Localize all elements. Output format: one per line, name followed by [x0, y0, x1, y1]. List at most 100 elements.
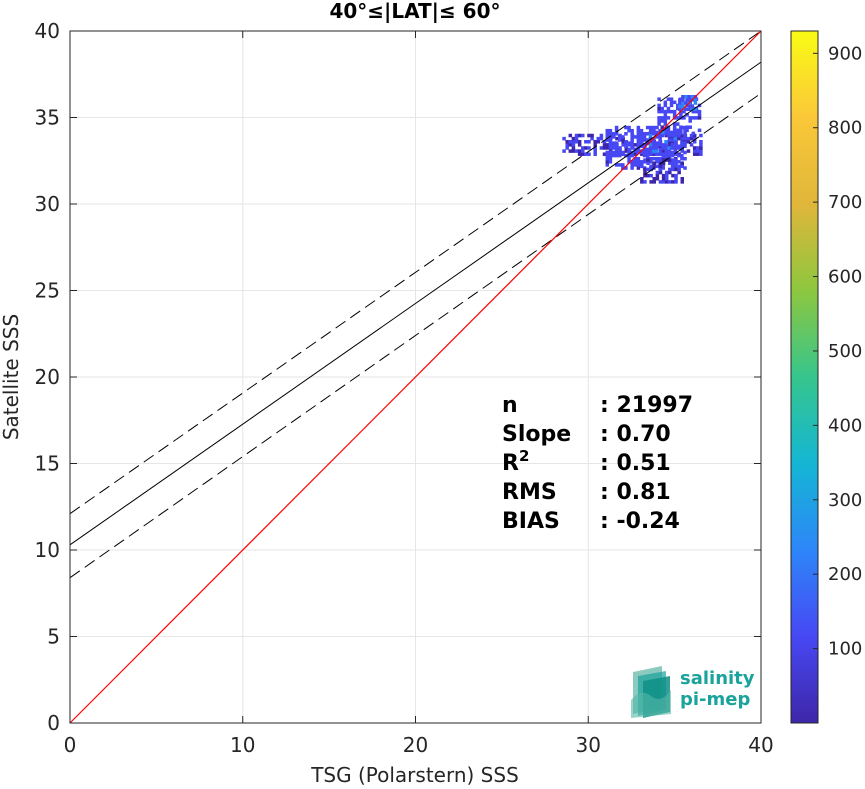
density-cell-6 [568, 143, 573, 147]
density-cell-577 [670, 133, 674, 138]
y-tick-label-5: 25 [35, 279, 60, 303]
density-cell-556 [654, 152, 659, 156]
density-cell-483 [676, 103, 680, 108]
density-cell-301 [652, 125, 656, 130]
density-cell-28 [584, 146, 588, 150]
colorbar-tick-label-8: 900 [828, 43, 862, 64]
density-cell-580 [673, 149, 678, 153]
density-cell-374 [640, 177, 644, 181]
logo-text-line2: pi-mep [680, 689, 750, 710]
density-cell-280 [645, 132, 650, 136]
density-cell-395 [655, 173, 660, 178]
density-cell-195 [614, 163, 619, 167]
density-cell-33 [587, 133, 591, 138]
density-cell-205 [617, 153, 622, 158]
density-cell-291 [649, 125, 653, 130]
density-cell-523 [678, 101, 682, 105]
density-cell-446 [660, 119, 664, 123]
density-cell-379 [643, 170, 647, 175]
density-cell-264 [639, 132, 644, 136]
density-cell-11 [571, 143, 576, 147]
y-tick-label-7: 35 [35, 106, 60, 130]
density-cell-182 [608, 150, 613, 155]
density-cell-31 [587, 146, 591, 150]
density-cell-569 [664, 143, 668, 147]
density-cell-190 [611, 150, 616, 155]
density-cell-174 [605, 144, 610, 149]
density-cell-455 [663, 113, 668, 117]
density-cell-283 [649, 160, 653, 164]
density-cell-137 [677, 136, 681, 141]
density-cell-426 [674, 173, 678, 178]
density-cell-478 [676, 131, 680, 136]
density-cell-354 [677, 153, 681, 158]
density-cell-74 [621, 139, 625, 144]
density-cell-518 [697, 113, 702, 117]
density-cell-307 [655, 125, 659, 130]
density-cell-314 [658, 135, 662, 139]
density-cell-566 [661, 133, 665, 138]
density-cell-175 [605, 138, 610, 142]
density-cell-202 [614, 128, 619, 133]
density-cell-440 [657, 109, 661, 114]
stat-label-3: RMS [502, 480, 557, 505]
density-cell-425 [674, 177, 678, 181]
density-cell-17 [574, 133, 579, 138]
density-cell-237 [630, 132, 634, 136]
density-cell-278 [645, 141, 650, 145]
density-cell-427 [674, 167, 678, 172]
density-cell-496 [685, 113, 689, 117]
density-cell-122 [668, 143, 672, 147]
density-cell-531 [684, 101, 688, 105]
density-cell-361 [680, 144, 684, 149]
density-cell-261 [639, 141, 644, 145]
density-cell-208 [617, 138, 622, 142]
colorbar-tick-label-6: 700 [828, 192, 862, 213]
density-cell-154 [692, 152, 697, 156]
density-cell-251 [636, 141, 641, 145]
density-cell-502 [688, 116, 692, 120]
density-cell-172 [605, 153, 610, 158]
density-cell-551 [648, 130, 653, 135]
density-cell-37 [593, 149, 597, 153]
density-cell-250 [636, 144, 641, 149]
x-tick-label-1: 10 [230, 733, 255, 757]
density-cell-201 [614, 132, 619, 136]
density-cell-565 [661, 146, 665, 150]
density-cell-468 [669, 103, 674, 108]
density-cell-493 [682, 109, 686, 114]
y-tick-label-3: 15 [35, 452, 60, 476]
x-tick-label-2: 20 [403, 733, 428, 757]
density-cell-394 [655, 177, 660, 181]
density-cell-486 [679, 125, 683, 129]
density-cell-559 [654, 143, 659, 147]
density-cell-408 [661, 158, 666, 162]
density-cell-527 [681, 101, 685, 105]
density-cell-475 [672, 113, 677, 117]
density-cell-432 [677, 164, 681, 169]
density-cell-436 [680, 161, 685, 165]
density-cell-512 [694, 116, 699, 120]
colorbar [790, 30, 819, 724]
density-cell-387 [649, 173, 653, 178]
density-cell-397 [655, 164, 660, 169]
density-cell-25 [580, 146, 585, 150]
density-cell-171 [605, 156, 610, 161]
density-cell-422 [671, 164, 675, 169]
density-cell-499 [685, 97, 689, 101]
density-cell-437 [657, 122, 661, 126]
density-cell-160 [696, 152, 700, 156]
density-cell-167 [699, 139, 703, 144]
density-cell-528 [681, 98, 685, 102]
density-cell-253 [636, 135, 641, 139]
density-cell-317 [661, 166, 666, 170]
density-cell-339 [670, 153, 675, 158]
density-cell-367 [683, 144, 687, 149]
y-tick-label-4: 20 [35, 365, 60, 389]
density-cell-234 [630, 141, 634, 145]
density-cell-254 [636, 132, 641, 136]
density-cell-13 [571, 136, 576, 141]
density-cell-207 [617, 147, 622, 152]
density-cell-177 [605, 132, 610, 136]
stat-label-4: BIAS [502, 509, 560, 534]
